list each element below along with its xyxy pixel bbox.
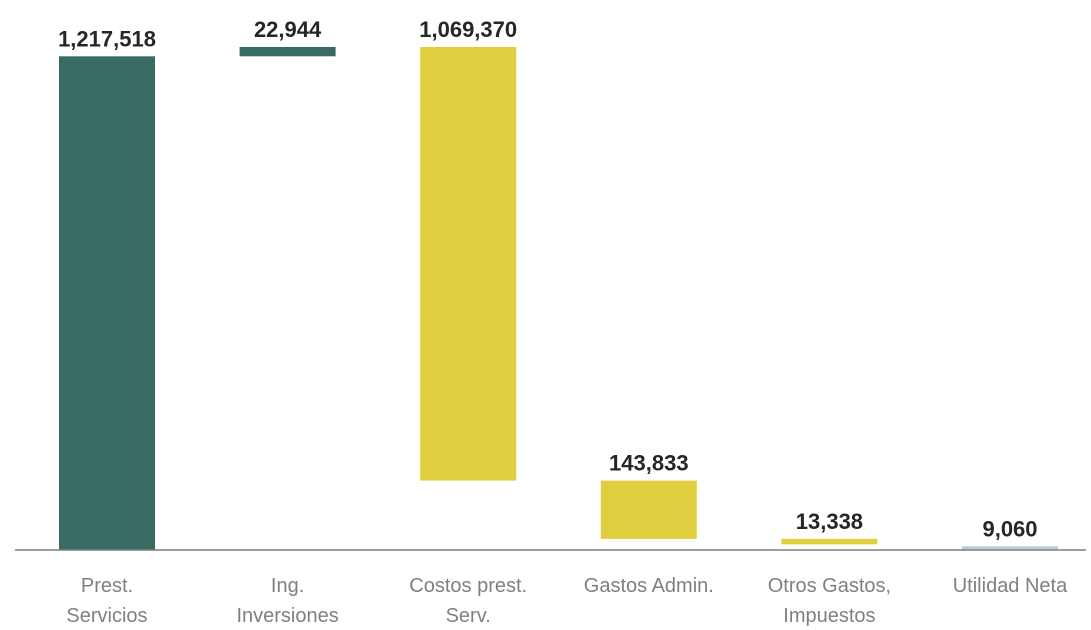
value-label-otros-gastos-impuestos: 13,338: [796, 509, 863, 534]
category-label-line: Serv.: [446, 605, 491, 627]
category-label-prest-servicios: Prest. Servicios: [66, 575, 147, 627]
value-label-ing-inversiones: 22,944: [254, 17, 322, 42]
value-label-gastos-admin: 143,833: [609, 451, 689, 476]
bar-prest-servicios: [59, 56, 155, 551]
category-label-costos-prest-serv: Costos prest. Serv.: [409, 575, 527, 627]
category-label-line: Costos prest.: [409, 575, 527, 597]
bar-ing-inversiones: [239, 47, 336, 57]
category-label-line: Gastos Admin.: [584, 575, 714, 597]
value-labels-layer: 1,217,518 22,944 1,069,370 143,833 13,338 9,0…: [58, 17, 1037, 541]
category-label-line: Impuestos: [783, 605, 875, 627]
bar-costos-prest-serv: [420, 47, 517, 481]
category-label-line: Servicios: [66, 605, 147, 627]
category-labels-layer: Prest. Servicios Ing. Inversiones Costos pre…: [66, 575, 1068, 627]
category-label-otros-gastos-impuestos: Otros Gastos, Impuestos: [768, 575, 891, 627]
bar-otros-gastos-impuestos: [781, 538, 878, 545]
category-label-line: Ing.: [271, 575, 304, 597]
category-label-ing-inversiones: Ing. Inversiones: [236, 575, 338, 627]
value-label-utilidad-neta: 9,060: [982, 516, 1037, 541]
category-label-utilidad-neta: Utilidad Neta: [953, 575, 1068, 597]
bar-utilidad-neta: [962, 546, 1058, 551]
category-label-line: Prest.: [81, 575, 133, 597]
category-label-line: Otros Gastos,: [768, 575, 891, 597]
category-label-gastos-admin: Gastos Admin.: [584, 575, 714, 597]
category-label-line: Utilidad Neta: [953, 575, 1068, 597]
category-label-line: Inversiones: [236, 605, 338, 627]
bars-layer: [59, 47, 1058, 551]
value-label-costos-prest-serv: 1,069,370: [419, 17, 517, 42]
bar-gastos-admin: [600, 480, 697, 539]
value-label-prest-servicios: 1,217,518: [58, 26, 156, 51]
